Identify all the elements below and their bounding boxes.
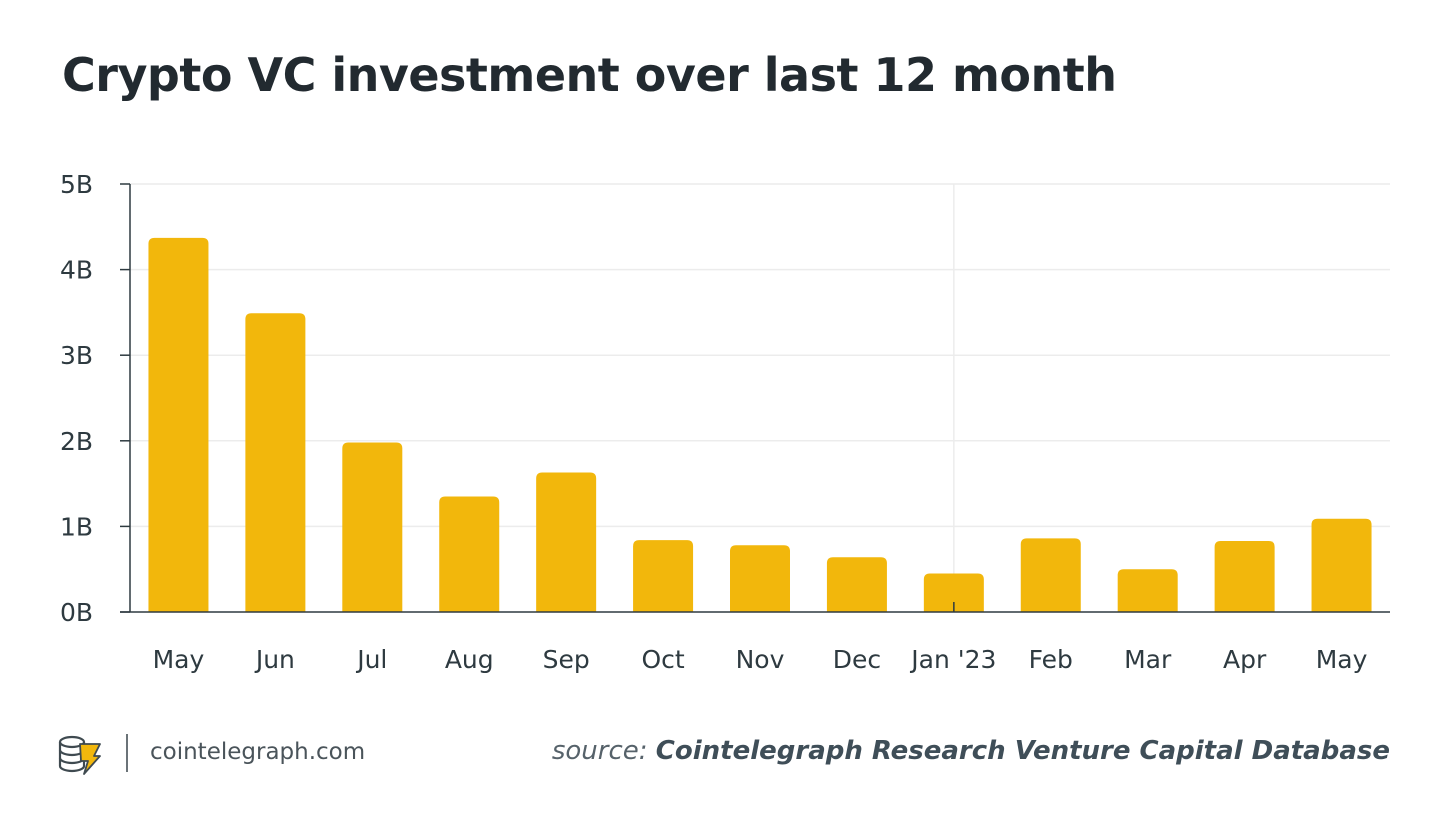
y-tick-label: 5B — [60, 170, 93, 199]
y-tick-labels: 0B 1B 2B 3B 4B 5B — [60, 170, 93, 627]
bar — [245, 313, 306, 612]
y-tick-label: 4B — [60, 256, 93, 285]
y-tick-label: 3B — [60, 341, 93, 370]
source-name: Cointelegraph Research Venture Capital D… — [655, 736, 1390, 766]
bar — [923, 573, 984, 612]
x-tick-label: Oct — [641, 645, 684, 674]
axes — [120, 183, 1390, 613]
footer: cointelegraph.com source: Cointelegraph … — [0, 720, 1450, 790]
x-tick-label: Feb — [1029, 645, 1073, 674]
y-tick-label: 1B — [60, 512, 93, 541]
y-tick-label: 2B — [60, 427, 93, 456]
x-tick-label: Aug — [445, 645, 494, 674]
x-tick-label: Sep — [543, 645, 590, 674]
logo-divider — [126, 734, 128, 772]
site-link[interactable]: cointelegraph.com — [150, 739, 366, 765]
x-tick-label: Apr — [1223, 645, 1267, 674]
bar — [1214, 540, 1275, 612]
bar — [826, 557, 887, 612]
x-tick-label: Nov — [736, 645, 785, 674]
y-tick-label: 0B — [60, 598, 93, 627]
x-tick-label: Dec — [833, 645, 881, 674]
bar — [342, 442, 403, 612]
x-tick-label: Jan '23 — [909, 645, 996, 674]
x-tick-label: Jul — [355, 645, 387, 674]
gridlines — [130, 183, 1390, 612]
chart-title: Crypto VC investment over last 12 month — [62, 48, 1117, 102]
cointelegraph-logo-icon — [58, 735, 101, 775]
bar — [148, 237, 209, 613]
source-credit: source: Cointelegraph Research Venture C… — [552, 736, 1390, 766]
bar-chart: 0B 1B 2B 3B 4B 5B May Jun Jul Aug Sep Oct Nov Dec Jan… — [60, 170, 1390, 674]
bar — [536, 472, 597, 612]
bar — [633, 540, 694, 612]
bar — [1311, 518, 1372, 612]
x-tick-label: Jun — [254, 645, 295, 674]
x-tick-label: Mar — [1124, 645, 1172, 674]
bars — [148, 237, 1372, 613]
bar — [1020, 538, 1081, 612]
x-tick-label: May — [153, 645, 205, 674]
bar — [730, 545, 790, 612]
bar — [1117, 569, 1178, 612]
x-tick-labels: May Jun Jul Aug Sep Oct Nov Dec Jan '23 Feb Mar Apr… — [153, 645, 1368, 674]
bar — [439, 496, 500, 612]
source-label: source: — [551, 736, 648, 766]
x-tick-label: May — [1316, 645, 1368, 674]
